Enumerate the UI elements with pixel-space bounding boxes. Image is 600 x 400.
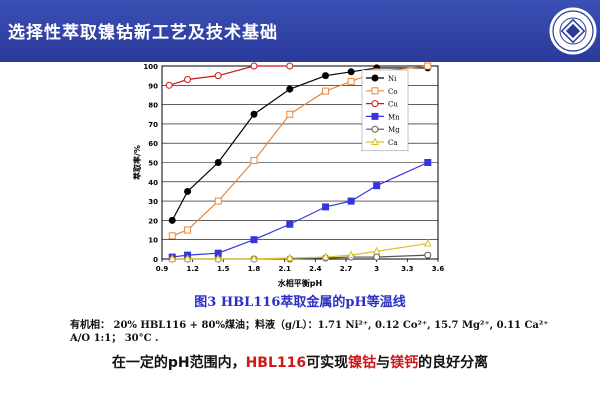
figure-caption: 图3 HBL116萃取金属的pH等温线 bbox=[194, 295, 406, 310]
x-tick-label: 0.9 bbox=[156, 265, 169, 273]
legend-marker-mn bbox=[371, 112, 379, 120]
data-point-ca bbox=[183, 254, 192, 262]
data-point-ca bbox=[214, 254, 223, 262]
y-tick-label: 70 bbox=[148, 121, 158, 129]
data-point-mn bbox=[322, 203, 330, 211]
conclusion-part: 在一定的pH范围内， bbox=[111, 355, 246, 371]
data-point-ca bbox=[168, 254, 177, 262]
university-seal-logo bbox=[549, 7, 597, 55]
conclusion-text: 在一定的pH范围内，HBL116可实现镍钴与镁钙的良好分离 bbox=[0, 352, 600, 372]
x-tick-label: 2.1 bbox=[278, 265, 291, 273]
experiment-conditions-line2: A/O 1:1； 30°C . bbox=[70, 333, 159, 344]
legend-box bbox=[361, 69, 409, 152]
y-axis-label: 萃取率/% bbox=[132, 145, 142, 180]
data-point-cu bbox=[214, 72, 222, 80]
y-tick-label: 10 bbox=[148, 237, 158, 245]
data-point-co bbox=[424, 62, 432, 70]
series-layer bbox=[165, 62, 432, 263]
axis-ticks: 0 10 20 30 40 50 60 70 80 90 100 0.9 1.2 1.5 1.8 2.1 2.4… bbox=[143, 63, 444, 273]
experiment-conditions-line1: 有机相： 20% HBL116 + 80%煤油；料液（g/L）：1.71 Ni²… bbox=[70, 320, 549, 331]
data-point-co bbox=[250, 157, 258, 165]
legend-marker-ni bbox=[371, 74, 379, 82]
legend-label-mg: Mg bbox=[388, 126, 400, 134]
y-tick-label: 80 bbox=[148, 102, 158, 110]
y-tick-label: 60 bbox=[148, 140, 158, 148]
x-tick-label: 1.5 bbox=[217, 265, 230, 273]
data-point-co bbox=[322, 87, 330, 95]
legend-label-co: Co bbox=[388, 88, 398, 96]
data-point-cu bbox=[250, 62, 258, 70]
data-point-ni bbox=[286, 85, 294, 93]
x-tick-label: 2.7 bbox=[340, 265, 353, 273]
data-point-co bbox=[286, 110, 294, 118]
x-tick-label: 1.2 bbox=[186, 265, 199, 273]
data-point-cu bbox=[184, 76, 192, 84]
legend-marker-co bbox=[371, 87, 379, 95]
header-bar: 选择性萃取镍钴新工艺及技术基础 bbox=[0, 0, 600, 62]
data-point-co bbox=[184, 226, 192, 234]
x-tick-label: 3 bbox=[374, 265, 379, 273]
x-tick-label: 1.8 bbox=[248, 265, 261, 273]
data-point-ca bbox=[321, 252, 330, 261]
data-point-mg bbox=[424, 251, 432, 259]
data-point-mn bbox=[424, 159, 432, 166]
legend-marker-ca bbox=[371, 137, 379, 145]
y-tick-label: 0 bbox=[153, 256, 158, 264]
data-point-cu bbox=[165, 81, 173, 89]
conclusion-extractant: HBL116 bbox=[245, 355, 307, 371]
y-tick-label: 30 bbox=[148, 198, 158, 206]
data-point-ca bbox=[347, 250, 355, 259]
conclusion-part: 的良好分离 bbox=[418, 355, 489, 371]
legend-label-ca: Ca bbox=[388, 139, 398, 147]
conclusion-part: 与 bbox=[376, 355, 391, 371]
data-point-co bbox=[214, 197, 222, 205]
y-tick-label: 40 bbox=[148, 179, 158, 187]
x-tick-label: 2.4 bbox=[309, 265, 322, 273]
y-tick-label: 100 bbox=[143, 63, 158, 71]
y-tick-label: 20 bbox=[148, 217, 158, 225]
data-point-mn bbox=[286, 220, 294, 228]
data-point-ni bbox=[250, 110, 258, 118]
data-point-ni bbox=[184, 187, 192, 195]
data-point-ca bbox=[372, 246, 381, 255]
conclusion-part: 可实现 bbox=[306, 355, 349, 371]
page-title: 选择性萃取镍钴新工艺及技术基础 bbox=[8, 23, 278, 43]
series-cu bbox=[165, 62, 294, 89]
y-tick-label: 50 bbox=[148, 160, 158, 168]
data-point-ca bbox=[250, 254, 258, 262]
legend-marker-mg bbox=[371, 125, 379, 133]
legend-label-ni: Ni bbox=[388, 75, 397, 83]
ph-isotherm-chart: 0 10 20 30 40 50 60 70 80 90 100 0.9 1.2 1.5 1.8 2.1 2.4… bbox=[132, 62, 444, 288]
conclusion-magnesium-calcium: 镁钙 bbox=[390, 355, 419, 371]
x-axis-label: 水相平衡pH bbox=[277, 278, 322, 288]
x-tick-label: 3.6 bbox=[432, 265, 445, 273]
data-point-ni bbox=[322, 72, 330, 80]
series-ca bbox=[168, 238, 432, 262]
legend-label-mn: Mn bbox=[388, 113, 400, 121]
data-point-ca bbox=[285, 253, 294, 262]
data-point-co bbox=[168, 232, 176, 240]
y-tick-label: 90 bbox=[148, 82, 158, 90]
series-line-mn bbox=[172, 161, 429, 258]
data-point-mn bbox=[250, 236, 258, 244]
legend-label-cu: Cu bbox=[388, 101, 398, 109]
data-point-mg bbox=[373, 253, 381, 261]
data-point-ni bbox=[347, 68, 355, 76]
legend-marker-cu bbox=[371, 100, 379, 108]
chart-legend: Ni Co Cu Mn Mg Ca bbox=[361, 69, 409, 152]
data-point-mn bbox=[347, 197, 355, 205]
data-point-ca bbox=[423, 238, 432, 247]
conclusion-nickel-cobalt: 镍钴 bbox=[348, 355, 377, 371]
data-point-ni bbox=[214, 159, 222, 166]
data-point-co bbox=[347, 77, 355, 85]
data-point-cu bbox=[286, 62, 294, 70]
x-tick-label: 3.3 bbox=[401, 265, 414, 273]
data-point-ni bbox=[168, 216, 176, 224]
data-point-mn bbox=[373, 182, 381, 190]
